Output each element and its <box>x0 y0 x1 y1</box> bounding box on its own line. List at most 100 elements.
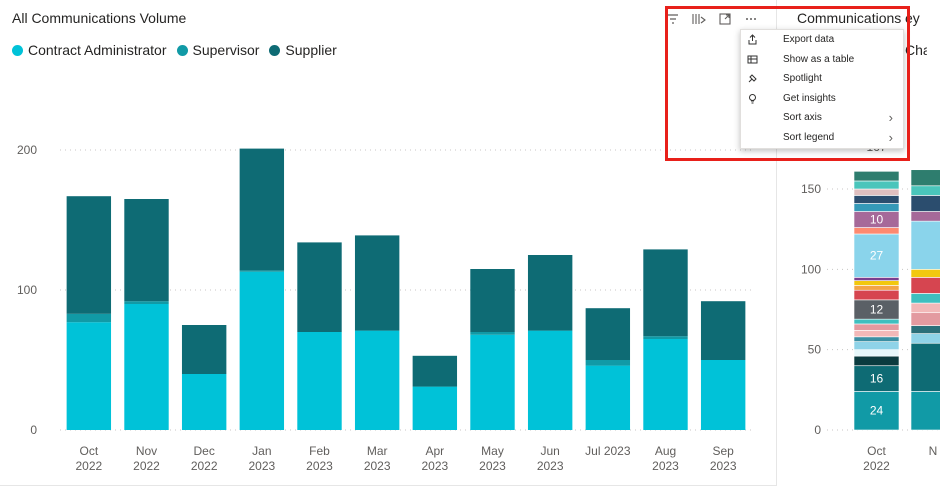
bar-segment-supplier[interactable] <box>239 148 285 271</box>
bar-segment-supervisor[interactable] <box>239 270 285 272</box>
bar-segment-supervisor[interactable] <box>66 313 112 323</box>
bar-segment-supplier[interactable] <box>124 199 169 302</box>
bar-segment-contract-administrator[interactable] <box>412 386 458 430</box>
bar-segment-contract-administrator[interactable] <box>643 339 688 430</box>
bar-segment[interactable] <box>910 195 940 212</box>
x-tick-label-year: 2022 <box>133 459 160 473</box>
bar-segment[interactable] <box>853 323 900 331</box>
bar-segment[interactable] <box>910 220 940 270</box>
menu-item-sort-legend[interactable]: Sort legend › <box>741 128 903 148</box>
legend-item-supplier[interactable]: Supplier <box>269 42 337 58</box>
bar-segment[interactable] <box>853 285 900 291</box>
bar-segment[interactable] <box>853 349 900 357</box>
all-communications-visual[interactable]: All Communications Volume Contract Admin… <box>0 0 777 486</box>
bar-segment[interactable] <box>910 169 940 187</box>
bar-segment-supplier[interactable] <box>412 355 458 387</box>
y-tick-label: 100 <box>801 262 821 276</box>
bar-segment[interactable] <box>853 277 900 281</box>
legend-item-supervisor[interactable]: Supervisor <box>176 42 259 58</box>
x-tick-label: May <box>481 444 504 458</box>
x-tick-label-year: 2023 <box>248 459 275 473</box>
bar-segment[interactable] <box>853 355 900 367</box>
menu-item-label: Get insights <box>783 92 836 104</box>
more-options-icon[interactable] <box>744 12 758 26</box>
bar-segment[interactable] <box>910 312 940 326</box>
menu-item-label: Spotlight <box>783 73 822 85</box>
bar-segment-contract-administrator[interactable] <box>700 360 746 430</box>
bar-segment[interactable] <box>853 180 900 190</box>
y-tick-label: 100 <box>17 283 37 297</box>
x-tick-label: Apr <box>425 444 444 458</box>
bar-segment-contract-administrator[interactable] <box>181 374 227 430</box>
bar-segment[interactable] <box>853 365 900 392</box>
bar-segment[interactable] <box>853 289 900 301</box>
bar-segment[interactable] <box>910 391 940 431</box>
bar-segment-supplier[interactable] <box>181 325 227 374</box>
menu-item-label: Sort legend <box>783 131 835 143</box>
x-tick-label: Oct <box>867 444 886 458</box>
bar-segment-supplier[interactable] <box>66 196 112 314</box>
export-icon <box>747 34 758 45</box>
bar-segment-contract-administrator[interactable] <box>124 304 169 430</box>
bar-segment[interactable] <box>910 342 940 392</box>
bar-segment[interactable] <box>910 333 940 344</box>
menu-item-export-data[interactable]: Export data <box>741 30 903 50</box>
menu-item-sort-axis[interactable]: Sort axis › <box>741 108 903 128</box>
bar-segment-supplier[interactable] <box>643 249 688 337</box>
x-tick-label-year: 2023 <box>364 459 391 473</box>
menu-item-spotlight[interactable]: Spotlight <box>741 69 903 89</box>
bar-segment[interactable] <box>853 195 900 204</box>
bar-segment-supplier[interactable] <box>297 242 342 332</box>
focus-mode-icon[interactable] <box>718 12 732 26</box>
bar-segment-contract-administrator[interactable] <box>527 330 573 430</box>
menu-item-get-insights[interactable]: Get insights <box>741 89 903 109</box>
legend-label: Supplier <box>285 42 337 58</box>
bar-segment[interactable] <box>910 185 940 196</box>
bar-segment[interactable] <box>910 302 940 314</box>
x-tick-label: Jan <box>252 444 271 458</box>
bar-segment-supervisor[interactable] <box>470 332 515 335</box>
bar-segment-contract-administrator[interactable] <box>354 330 400 430</box>
bar-segment[interactable] <box>853 336 900 342</box>
y-tick-label: 50 <box>808 343 822 357</box>
bar-segment[interactable] <box>853 233 900 278</box>
bar-segment[interactable] <box>910 211 940 222</box>
bar-segment-contract-administrator[interactable] <box>239 271 285 430</box>
bar-segment-supplier[interactable] <box>527 255 573 331</box>
filter-icon[interactable] <box>666 12 680 26</box>
chart-legend: Contract Administrator Supervisor Suppli… <box>12 42 337 58</box>
bar-segment[interactable] <box>853 280 900 286</box>
legend-label: Contract Administrator <box>28 42 167 58</box>
bar-segment[interactable] <box>853 227 900 235</box>
bar-segment-supplier[interactable] <box>470 269 515 332</box>
bar-segment-contract-administrator[interactable] <box>297 332 342 430</box>
bar-segment[interactable] <box>853 330 900 338</box>
x-tick-label-year: 2023 <box>537 459 564 473</box>
bar-segment[interactable] <box>853 318 900 325</box>
bar-segment[interactable] <box>853 203 900 212</box>
bar-segment-supplier[interactable] <box>700 301 746 360</box>
bar-segment[interactable] <box>853 341 900 350</box>
bar-segment-supervisor[interactable] <box>124 301 169 304</box>
chevron-right-icon: › <box>888 110 893 125</box>
bar-segment-supplier[interactable] <box>585 308 631 360</box>
bar-segment-contract-administrator[interactable] <box>66 322 112 430</box>
menu-item-label: Show as a table <box>783 53 855 65</box>
bar-segment[interactable] <box>853 171 900 182</box>
bar-segment[interactable] <box>910 293 940 304</box>
menu-item-show-as-table[interactable]: Show as a table <box>741 50 903 70</box>
bar-segment[interactable] <box>910 277 940 294</box>
bar-segment-supplier[interactable] <box>354 235 400 331</box>
legend-item-contract-administrator[interactable]: Contract Administrator <box>12 42 167 58</box>
bar-segment[interactable] <box>853 391 900 431</box>
drill-mode-icon[interactable] <box>692 12 706 26</box>
bar-segment[interactable] <box>853 188 900 196</box>
bar-segment-supervisor[interactable] <box>585 360 631 366</box>
legend-dot-icon <box>12 44 23 56</box>
bar-segment-contract-administrator[interactable] <box>470 334 515 430</box>
bar-segment[interactable] <box>910 325 940 334</box>
x-tick-label-year: 2023 <box>306 459 333 473</box>
bar-segment-supervisor[interactable] <box>643 336 688 339</box>
bar-segment[interactable] <box>910 269 940 278</box>
bar-segment-contract-administrator[interactable] <box>585 365 631 430</box>
